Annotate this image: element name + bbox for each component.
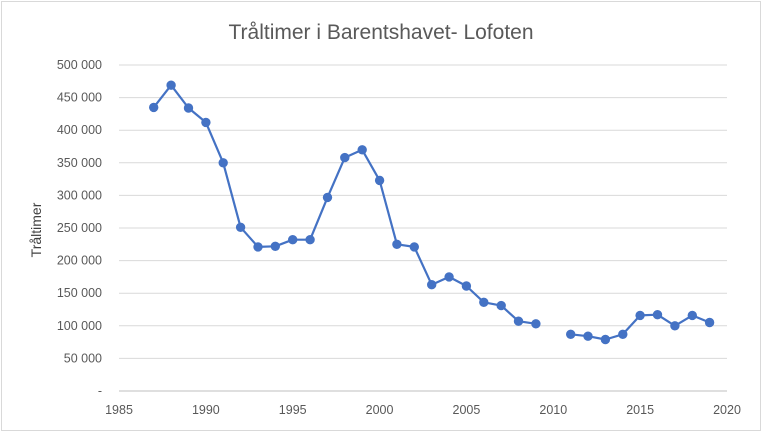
y-tick-label: 300 000 — [57, 188, 102, 202]
y-tick-label: 450 000 — [57, 91, 102, 105]
data-point — [566, 329, 576, 339]
x-tick-labels: 1985 1990 1995 2000 2005 2010 2015 2020 — [105, 403, 741, 417]
data-point — [704, 317, 715, 328]
data-point — [670, 321, 680, 331]
series-line-segment — [152, 84, 537, 325]
data-point — [513, 316, 524, 326]
data-point — [461, 281, 472, 291]
x-tick-label: 2020 — [713, 403, 741, 417]
x-tick-label: 2000 — [366, 403, 394, 417]
data-point — [652, 310, 663, 320]
data-point — [183, 103, 194, 113]
data-point — [253, 242, 263, 252]
data-point — [392, 239, 402, 250]
data-point — [218, 158, 228, 168]
y-tick-label: 150 000 — [57, 286, 102, 300]
data-point — [201, 117, 211, 128]
data-point — [270, 241, 280, 252]
data-point — [635, 310, 645, 321]
data-point — [149, 102, 159, 113]
series-lines — [152, 84, 711, 341]
chart-title: Tråltimer i Barentshavet- Lofoten — [228, 21, 533, 44]
y-tick-label: 200 000 — [57, 254, 102, 268]
y-tick-label: 250 000 — [57, 221, 102, 235]
data-point — [357, 145, 367, 155]
data-point — [288, 235, 298, 245]
x-tick-label: 2015 — [626, 403, 654, 417]
y-tick-label: - — [98, 384, 102, 398]
y-axis-title: Tråltimer — [28, 202, 44, 257]
data-point — [618, 329, 628, 339]
data-points — [149, 80, 715, 345]
data-point — [409, 242, 419, 252]
data-point — [496, 300, 506, 311]
x-tick-label: 1995 — [279, 403, 307, 417]
data-point — [687, 310, 697, 321]
data-point — [600, 334, 611, 345]
data-point — [583, 331, 593, 341]
data-point — [340, 152, 350, 163]
y-tick-labels: - 50 000 100 000 150 000 200 000 250 000 300 0… — [57, 58, 102, 398]
data-point — [305, 235, 315, 245]
data-point — [235, 222, 246, 233]
x-tick-label: 1990 — [192, 403, 220, 417]
y-tick-label: 400 000 — [57, 123, 102, 137]
y-tick-label: 500 000 — [57, 58, 102, 72]
y-tick-label: 350 000 — [57, 156, 102, 170]
x-tick-label: 2010 — [539, 403, 567, 417]
x-tick-label: 1985 — [105, 403, 133, 417]
data-point — [427, 280, 437, 290]
y-tick-label: 50 000 — [64, 351, 102, 365]
data-point — [374, 175, 385, 186]
data-point — [322, 192, 333, 203]
x-tick-label: 2005 — [453, 403, 481, 417]
data-point — [479, 297, 489, 307]
y-tick-label: 100 000 — [57, 319, 102, 333]
data-point — [166, 80, 176, 90]
data-point — [444, 272, 454, 282]
data-point — [531, 319, 541, 329]
gridlines — [119, 64, 727, 392]
